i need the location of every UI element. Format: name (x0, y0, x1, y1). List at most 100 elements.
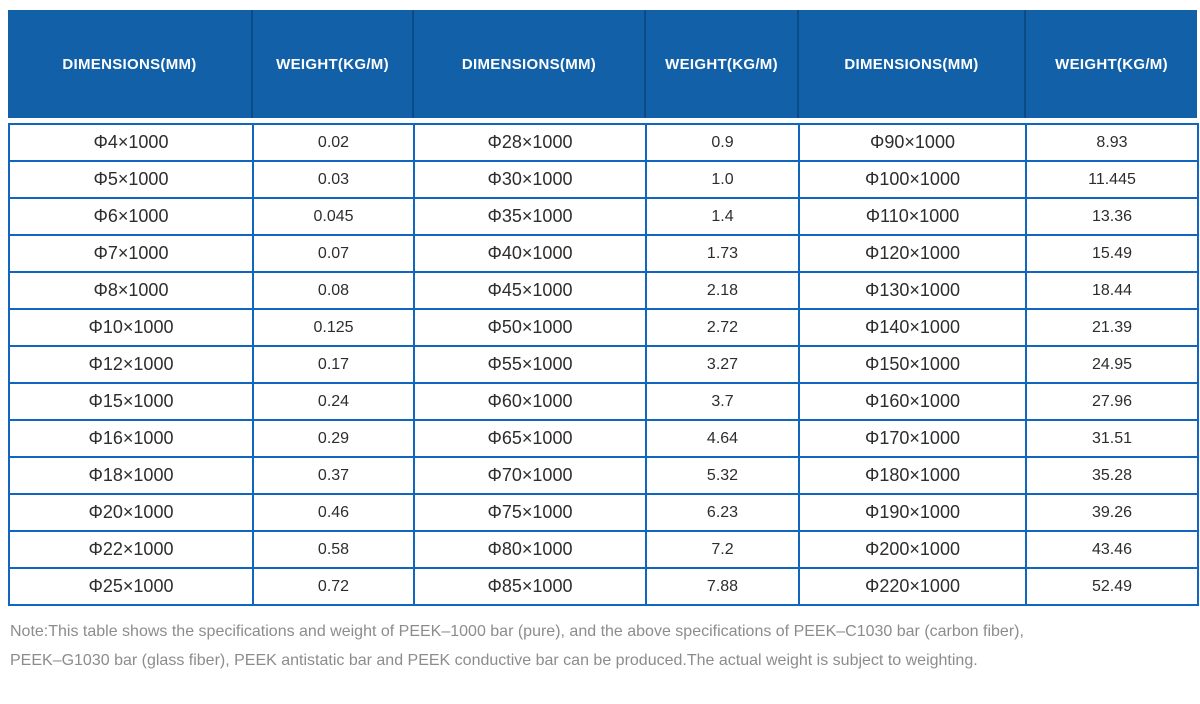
dimension-cell: Φ100×1000 (798, 160, 1027, 199)
weight-cell: 24.95 (1025, 345, 1199, 384)
weight-cell: 52.49 (1025, 567, 1199, 606)
weight-cell: 1.0 (645, 160, 800, 199)
weight-cell: 18.44 (1025, 271, 1199, 310)
dimension-cell: Φ16×1000 (8, 419, 254, 458)
dimension-cell: Φ22×1000 (8, 530, 254, 569)
dimension-cell: Φ8×1000 (8, 271, 254, 310)
dimension-cell: Φ140×1000 (798, 308, 1027, 347)
dimension-cell: Φ55×1000 (413, 345, 647, 384)
dimension-cell: Φ18×1000 (8, 456, 254, 495)
weight-cell: 0.58 (252, 530, 415, 569)
weight-cell: 2.72 (645, 308, 800, 347)
dimension-cell: Φ50×1000 (413, 308, 647, 347)
dimension-cell: Φ160×1000 (798, 382, 1027, 421)
column-header-weight-2: WEIGHT(KG/M) (644, 10, 798, 118)
weight-cell: 5.32 (645, 456, 800, 495)
dimension-cell: Φ190×1000 (798, 493, 1027, 532)
table-row: Φ4×1000 0.02 Φ28×1000 0.9 Φ90×1000 8.93 (8, 123, 1199, 162)
table-row: Φ22×1000 0.58 Φ80×1000 7.2 Φ200×1000 43.46 (8, 530, 1199, 569)
dimension-cell: Φ170×1000 (798, 419, 1027, 458)
spec-table-header: DIMENSIONS(MM) WEIGHT(KG/M) DIMENSIONS(MM)… (8, 10, 1197, 118)
weight-cell: 7.88 (645, 567, 800, 606)
dimension-cell: Φ65×1000 (413, 419, 647, 458)
weight-cell: 0.46 (252, 493, 415, 532)
dimension-cell: Φ90×1000 (798, 123, 1027, 162)
weight-cell: 3.27 (645, 345, 800, 384)
weight-cell: 35.28 (1025, 456, 1199, 495)
weight-cell: 13.36 (1025, 197, 1199, 236)
weight-cell: 0.125 (252, 308, 415, 347)
weight-cell: 0.03 (252, 160, 415, 199)
dimension-cell: Φ7×1000 (8, 234, 254, 273)
dimension-cell: Φ130×1000 (798, 271, 1027, 310)
table-row: Φ18×1000 0.37 Φ70×1000 5.32 Φ180×1000 35.28 (8, 456, 1199, 495)
dimension-cell: Φ180×1000 (798, 456, 1027, 495)
dimension-cell: Φ35×1000 (413, 197, 647, 236)
weight-cell: 2.18 (645, 271, 800, 310)
weight-cell: 0.17 (252, 345, 415, 384)
dimension-cell: Φ12×1000 (8, 345, 254, 384)
table-row: Φ8×1000 0.08 Φ45×1000 2.18 Φ130×1000 18.44 (8, 271, 1199, 310)
table-row: Φ16×1000 0.29 Φ65×1000 4.64 Φ170×1000 31.51 (8, 419, 1199, 458)
dimension-cell: Φ60×1000 (413, 382, 647, 421)
dimension-cell: Φ15×1000 (8, 382, 254, 421)
dimension-cell: Φ30×1000 (413, 160, 647, 199)
weight-cell: 4.64 (645, 419, 800, 458)
column-header-dimensions-1: DIMENSIONS(MM) (8, 10, 252, 118)
dimension-cell: Φ10×1000 (8, 308, 254, 347)
spec-table-body: Φ4×1000 0.02 Φ28×1000 0.9 Φ90×1000 8.93 Φ5×100… (8, 123, 1199, 606)
dimension-cell: Φ150×1000 (798, 345, 1027, 384)
table-row: Φ20×1000 0.46 Φ75×1000 6.23 Φ190×1000 39.26 (8, 493, 1199, 532)
dimension-cell: Φ85×1000 (413, 567, 647, 606)
dimension-cell: Φ45×1000 (413, 271, 647, 310)
dimension-cell: Φ40×1000 (413, 234, 647, 273)
weight-cell: 3.7 (645, 382, 800, 421)
weight-cell: 7.2 (645, 530, 800, 569)
weight-cell: 0.24 (252, 382, 415, 421)
weight-cell: 1.73 (645, 234, 800, 273)
weight-cell: 39.26 (1025, 493, 1199, 532)
weight-cell: 11.445 (1025, 160, 1199, 199)
dimension-cell: Φ25×1000 (8, 567, 254, 606)
table-row: Φ5×1000 0.03 Φ30×1000 1.0 Φ100×1000 11.445 (8, 160, 1199, 199)
dimension-cell: Φ70×1000 (413, 456, 647, 495)
dimension-cell: Φ75×1000 (413, 493, 647, 532)
table-row: Φ10×1000 0.125 Φ50×1000 2.72 Φ140×1000 21.39 (8, 308, 1199, 347)
dimension-cell: Φ5×1000 (8, 160, 254, 199)
table-row: Φ15×1000 0.24 Φ60×1000 3.7 Φ160×1000 27.96 (8, 382, 1199, 421)
dimension-cell: Φ6×1000 (8, 197, 254, 236)
table-row: Φ12×1000 0.17 Φ55×1000 3.27 Φ150×1000 24.95 (8, 345, 1199, 384)
weight-cell: 21.39 (1025, 308, 1199, 347)
footnote-line-1: Note:This table shows the specifications… (10, 623, 1024, 640)
dimension-cell: Φ20×1000 (8, 493, 254, 532)
weight-cell: 27.96 (1025, 382, 1199, 421)
table-row: Φ7×1000 0.07 Φ40×1000 1.73 Φ120×1000 15.49 (8, 234, 1199, 273)
dimension-cell: Φ4×1000 (8, 123, 254, 162)
weight-cell: 8.93 (1025, 123, 1199, 162)
header-row: DIMENSIONS(MM) WEIGHT(KG/M) DIMENSIONS(MM)… (8, 10, 1197, 118)
weight-cell: 31.51 (1025, 419, 1199, 458)
table-row: Φ25×1000 0.72 Φ85×1000 7.88 Φ220×1000 52.49 (8, 567, 1199, 606)
column-header-dimensions-3: DIMENSIONS(MM) (797, 10, 1025, 118)
weight-cell: 15.49 (1025, 234, 1199, 273)
weight-cell: 0.02 (252, 123, 415, 162)
dimension-cell: Φ200×1000 (798, 530, 1027, 569)
weight-cell: 1.4 (645, 197, 800, 236)
footnote-line-2: PEEK–G1030 bar (glass fiber), PEEK antis… (10, 652, 978, 669)
weight-cell: 0.07 (252, 234, 415, 273)
column-header-dimensions-2: DIMENSIONS(MM) (412, 10, 645, 118)
weight-cell: 0.045 (252, 197, 415, 236)
spec-table: Φ4×1000 0.02 Φ28×1000 0.9 Φ90×1000 8.93 Φ5×100… (8, 123, 1199, 606)
weight-cell: 0.29 (252, 419, 415, 458)
dimension-cell: Φ120×1000 (798, 234, 1027, 273)
weight-cell: 6.23 (645, 493, 800, 532)
weight-cell: 0.9 (645, 123, 800, 162)
dimension-cell: Φ110×1000 (798, 197, 1027, 236)
weight-cell: 43.46 (1025, 530, 1199, 569)
dimension-cell: Φ80×1000 (413, 530, 647, 569)
footnote: Note:This table shows the specifications… (8, 617, 1200, 675)
weight-cell: 0.08 (252, 271, 415, 310)
table-row: Φ6×1000 0.045 Φ35×1000 1.4 Φ110×1000 13.36 (8, 197, 1199, 236)
weight-cell: 0.72 (252, 567, 415, 606)
